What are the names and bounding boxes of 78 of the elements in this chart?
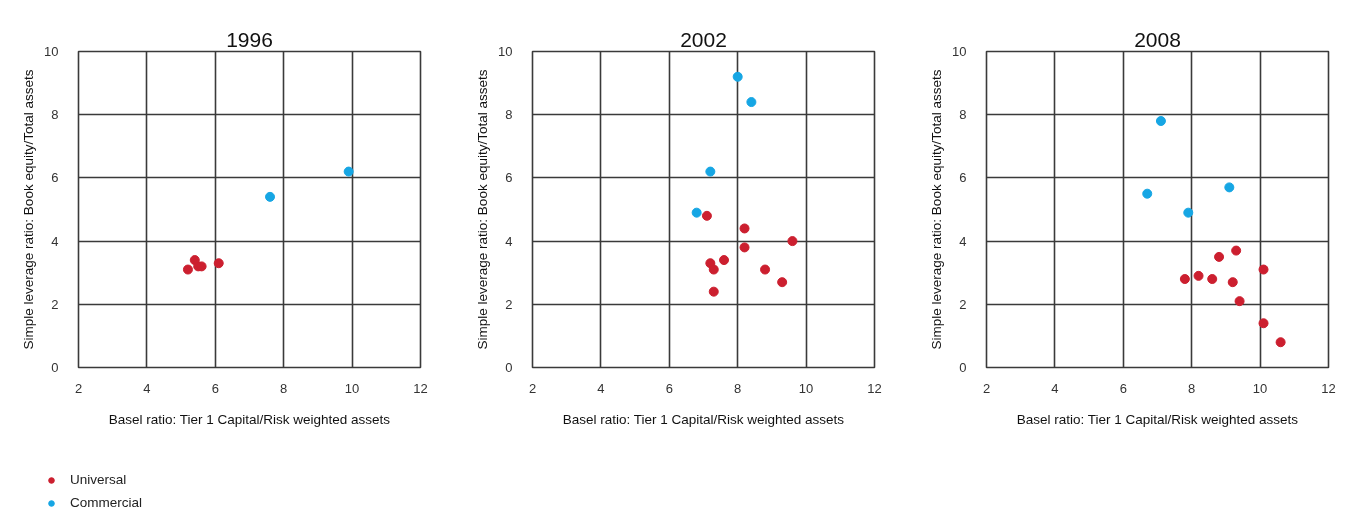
y-tick-label: 0	[505, 360, 513, 375]
point	[708, 286, 719, 297]
y-tick-label: 2	[959, 296, 967, 312]
y-tick-label: 10	[498, 44, 513, 59]
point	[691, 207, 702, 218]
chart-title: 2002	[680, 27, 727, 51]
point	[719, 255, 730, 266]
x-tick-label: 10	[798, 380, 814, 396]
x-tick-label: 2	[982, 380, 991, 396]
x-tick-label: 2	[74, 380, 83, 396]
point	[1258, 264, 1269, 275]
y-tick-label: 4	[959, 233, 967, 249]
point	[739, 223, 750, 234]
y-tick-label: 4	[51, 233, 59, 249]
chart-title: 1996	[226, 27, 273, 51]
y-tick-label: 2	[51, 296, 59, 312]
point	[343, 166, 354, 177]
point	[746, 97, 757, 108]
point	[1142, 188, 1153, 199]
point	[1275, 337, 1286, 348]
x-tick-label: 2	[528, 380, 537, 396]
x-tick-label: 4	[143, 380, 151, 396]
y-tick-label: 8	[51, 107, 59, 123]
point	[1258, 318, 1269, 329]
point	[265, 191, 276, 202]
point	[1183, 207, 1194, 218]
y-tick-label: 10	[952, 44, 967, 59]
point	[1214, 251, 1225, 262]
y-tick-label: 6	[51, 170, 59, 186]
y-tick-label: 8	[959, 107, 967, 123]
x-axis-title: Basel ratio: Tier 1 Capital/Risk weighted assets	[108, 411, 391, 427]
point	[1224, 182, 1235, 193]
x-tick-label: 4	[1051, 380, 1059, 396]
x-tick-label: 8	[734, 380, 742, 396]
point	[1193, 270, 1204, 281]
x-tick-label: 10	[1252, 380, 1268, 396]
point	[1179, 274, 1190, 285]
point	[213, 258, 224, 269]
y-tick-label: 10	[44, 44, 59, 59]
point	[1234, 296, 1245, 307]
x-tick-label: 8	[1188, 380, 1196, 396]
point	[701, 210, 712, 221]
y-tick-label: 8	[505, 107, 513, 123]
y-axis-title: Simple leverage ratio: Book equity/Total assets	[475, 69, 491, 350]
x-tick-label: 4	[597, 380, 605, 396]
y-axis-title: Simple leverage ratio: Book equity/Total assets	[21, 69, 37, 350]
point	[739, 242, 750, 253]
chart-title: 2008	[1134, 27, 1181, 51]
legend-label: Universal	[70, 472, 127, 487]
point	[760, 264, 771, 275]
point	[182, 264, 193, 275]
y-axis-title: Simple leverage ratio: Book equity/Total assets	[929, 69, 945, 350]
legend-label: Commercial	[70, 495, 143, 510]
y-tick-label: 6	[959, 170, 967, 186]
point	[1155, 116, 1166, 127]
y-tick-label: 4	[505, 233, 513, 249]
point	[787, 236, 798, 247]
y-tick-label: 0	[51, 360, 59, 375]
y-tick-label: 0	[959, 360, 967, 375]
y-tick-label: 6	[505, 170, 513, 186]
point	[1207, 274, 1218, 285]
x-tick-label: 12	[867, 380, 882, 396]
point	[705, 166, 716, 177]
point	[777, 277, 788, 288]
x-tick-label: 8	[280, 380, 288, 396]
x-tick-label: 6	[1119, 380, 1127, 396]
point	[1227, 277, 1238, 288]
x-axis-title: Basel ratio: Tier 1 Capital/Risk weighted assets	[562, 411, 845, 427]
x-tick-label: 12	[413, 380, 428, 396]
x-tick-label: 6	[665, 380, 673, 396]
x-tick-label: 12	[1321, 380, 1336, 396]
point	[708, 264, 719, 275]
x-tick-label: 10	[344, 380, 360, 396]
x-tick-label: 6	[211, 380, 219, 396]
point	[732, 71, 743, 82]
x-axis-title: Basel ratio: Tier 1 Capital/Risk weighted assets	[1016, 411, 1299, 427]
point	[1231, 245, 1242, 256]
y-tick-label: 2	[505, 296, 513, 312]
